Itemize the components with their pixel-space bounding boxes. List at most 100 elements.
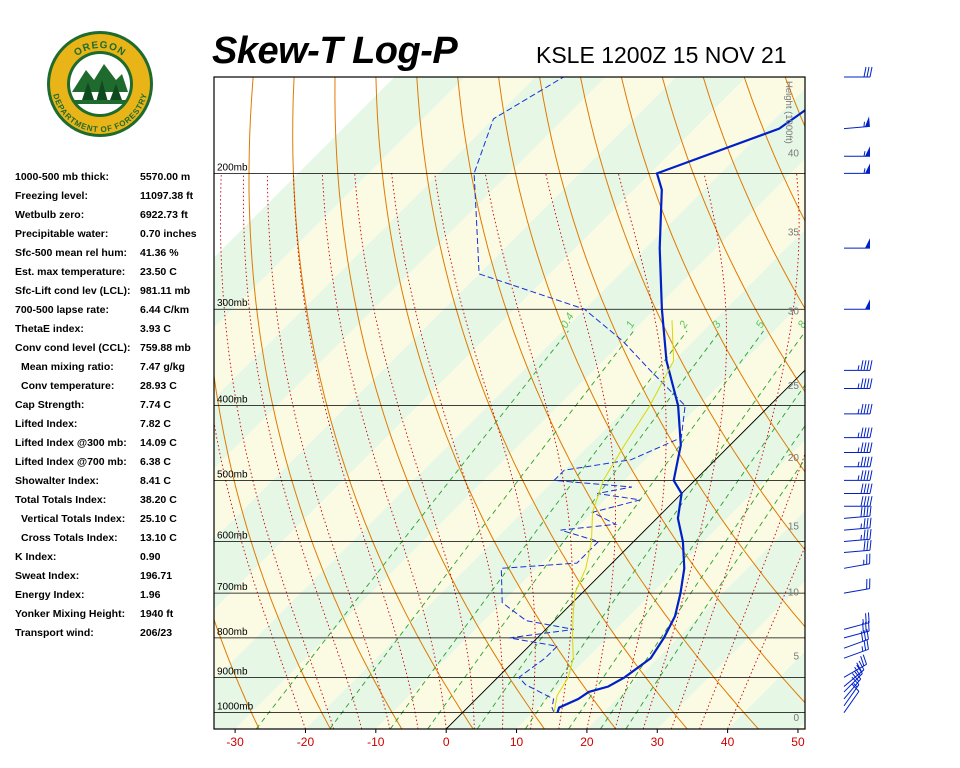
barb-staff	[843, 663, 867, 678]
barb-flag	[860, 403, 864, 415]
index-row: Lifted Index @700 mb: 6.38 C	[15, 453, 215, 472]
barb-flag	[860, 470, 864, 481]
barb-flag	[856, 662, 863, 672]
x-tick-label: -20	[297, 735, 315, 749]
index-row: Transport wind: 206/23	[15, 624, 215, 643]
index-row: Conv cond level (CCL): 759.88 mb	[15, 339, 215, 358]
barb-staff	[843, 638, 869, 649]
index-label: Sfc-Lift cond lev (LCL):	[15, 285, 131, 297]
barb-half-flag	[857, 447, 860, 453]
barb-flag	[869, 496, 873, 507]
temperature-band	[516, 440, 805, 729]
index-row: Sfc-Lift cond lev (LCL): 981.11 mb	[15, 282, 215, 301]
dry-adiabat	[908, 77, 960, 729]
plot-frame	[213, 76, 806, 730]
barb-flag	[866, 378, 870, 389]
index-row: Sweat Index: 196.71	[15, 567, 215, 586]
dry-adiabat	[867, 77, 960, 729]
index-row: Vertical Totals Index: 25.10 C	[15, 510, 215, 529]
barb-staff	[843, 563, 870, 569]
isobar-label: 400mb	[217, 395, 248, 406]
index-label: Sfc-500 mean rel hum:	[15, 247, 128, 259]
barb-flag	[860, 442, 864, 453]
barb-staff	[843, 630, 870, 639]
barb-half-flag	[863, 168, 866, 174]
index-value: 7.74 C	[140, 399, 171, 411]
barb-pennant	[865, 163, 870, 174]
wind-barb	[843, 529, 872, 542]
wind-barb	[844, 456, 873, 468]
index-value: 7.47 g/kg	[140, 361, 185, 373]
moist-adiabat	[642, 173, 728, 729]
mixing-ratio-line	[625, 458, 805, 729]
height-tick-label: 20	[788, 453, 800, 464]
chart-title: Skew-T Log-P	[212, 30, 458, 72]
index-row: Sfc-500 mean rel hum: 41.36 %	[15, 244, 215, 263]
barb-flag	[863, 496, 867, 507]
height-tick-label: 40	[788, 149, 800, 160]
barb-flag	[860, 483, 864, 494]
barb-staff	[843, 125, 870, 130]
barb-flag	[863, 518, 866, 529]
barb-half-flag	[863, 121, 865, 127]
barb-flag	[866, 456, 870, 467]
barb-half-flag	[860, 534, 862, 541]
index-label: Sweat Index:	[15, 570, 80, 582]
index-row: Total Totals Index: 38.20 C	[15, 491, 215, 510]
barb-flag	[869, 442, 873, 453]
barb-flag	[863, 470, 867, 481]
index-value: 6.38 C	[140, 456, 171, 468]
barb-flag	[863, 506, 866, 517]
temperature-band	[586, 510, 805, 729]
wind-barb	[844, 299, 870, 310]
index-value: 196.71	[140, 570, 173, 582]
height-tick-label: 10	[788, 588, 800, 599]
index-label: 700-500 lapse rate:	[15, 304, 109, 316]
barb-flag	[869, 360, 873, 371]
index-label: Est. max temperature:	[15, 266, 126, 278]
barb-staff	[843, 588, 870, 594]
x-tick-label: 0	[443, 735, 450, 749]
index-row: K Index: 0.90	[15, 548, 215, 567]
station-time: KSLE 1200Z 15 NOV 21	[536, 42, 787, 68]
barb-half-flag	[860, 523, 862, 529]
moist-adiabat	[727, 545, 805, 729]
index-label: Wetbulb zero:	[15, 209, 85, 221]
barb-half-flag	[857, 408, 860, 415]
index-row: Est. max temperature: 23.50 C	[15, 263, 215, 282]
barb-flag	[866, 517, 869, 529]
wind-barbs	[843, 66, 873, 713]
index-value: 206/23	[140, 627, 173, 639]
isobar-label: 600mb	[217, 530, 248, 541]
wind-barb	[843, 116, 870, 130]
x-tick-label: 20	[580, 735, 594, 749]
index-label: Conv temperature:	[21, 380, 115, 392]
index-row: Yonker Mixing Height: 1940 ft	[15, 605, 215, 624]
height-tick-label: 30	[788, 306, 800, 317]
height-tick-label: 25	[788, 381, 800, 392]
index-label: Conv cond level (CCL):	[15, 342, 131, 354]
height-axis-label: Height (1000ft)	[783, 81, 794, 144]
mixing-ratio-line	[329, 330, 635, 729]
isobar-label: 200mb	[217, 162, 248, 173]
index-label: Lifted Index @700 mb:	[15, 456, 127, 468]
temperature-band	[657, 581, 805, 729]
wind-barb	[844, 238, 870, 249]
barb-flag	[869, 456, 873, 467]
index-value: 14.09 C	[140, 437, 177, 449]
moist-adiabat	[670, 173, 800, 729]
temperature-line	[556, 108, 805, 714]
index-label: Cross Totals Index:	[21, 532, 118, 544]
barb-flag	[863, 360, 867, 371]
barb-pennant	[864, 116, 870, 127]
index-row: Mean mixing ratio: 7.47 g/kg	[15, 358, 215, 377]
wind-barb	[844, 378, 873, 389]
barb-flag	[866, 403, 870, 415]
wind-barb	[843, 660, 865, 687]
index-value: 41.36 %	[140, 247, 179, 259]
isobar-label: 300mb	[217, 298, 248, 309]
barb-flag	[860, 656, 865, 667]
barb-half-flag	[861, 646, 864, 652]
index-value: 13.10 C	[140, 532, 177, 544]
index-value: 25.10 C	[140, 513, 177, 525]
